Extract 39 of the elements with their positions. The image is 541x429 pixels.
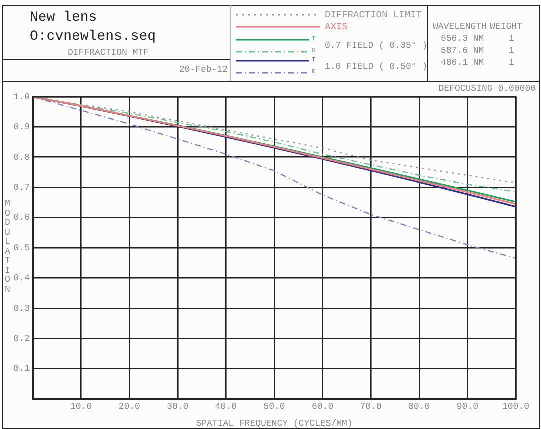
x-tick-label: 50.0 <box>264 402 286 412</box>
x-tick-label: 100.0 <box>502 402 530 412</box>
y-tick-label: 0.9 <box>14 122 30 133</box>
x-tick-label: 10.0 <box>70 402 92 412</box>
y-tick-label: 0.8 <box>14 152 30 163</box>
text: 486.1 NM <box>441 58 484 68</box>
y-tick-label: 0.6 <box>14 213 30 224</box>
y-tick-label: 0.2 <box>14 334 30 344</box>
y-tick-label: 0.4 <box>14 274 30 284</box>
text: AXIS <box>325 22 348 33</box>
text: 0.7 FIELD ( 0.35° ) <box>325 41 428 51</box>
text: 20-Feb-12 <box>179 65 228 75</box>
chart-title: New lens <box>30 10 98 26</box>
x-tick-label: 40.0 <box>215 402 238 412</box>
chart-subtitle: O:cvnewlens.seq <box>30 29 156 45</box>
text: 1.0 FIELD ( 0.50° ) <box>325 62 428 72</box>
y-tick-label: 0.3 <box>14 304 30 314</box>
text: DIFFRACTION MTF <box>68 48 150 58</box>
text: 1 <box>509 58 514 68</box>
x-tick-label: 30.0 <box>167 402 189 412</box>
y-tick-label: 0.1 <box>14 364 30 374</box>
x-tick-label: 80.0 <box>408 402 430 412</box>
x-tick-label: 20.0 <box>118 402 140 412</box>
x-tick-label: 70.0 <box>360 402 382 412</box>
text: 1 <box>509 46 514 56</box>
text: 656.3 NM <box>441 34 484 44</box>
y-tick-label: 0.7 <box>14 182 30 193</box>
text: WEIGHT <box>490 22 522 32</box>
text: DIFFRACTION LIMIT <box>325 10 422 21</box>
text: WAVELENGTH <box>433 22 488 32</box>
text: MODULATION <box>5 199 10 294</box>
x-axis-title: SPATIAL FREQUENCY (CYCLES/MM) <box>196 418 353 429</box>
y-tick-label: 1.0 <box>14 92 30 102</box>
text: 1 <box>509 34 514 44</box>
text: DEFOCUSING 0.00000 <box>438 84 536 94</box>
y-tick-label: 0.5 <box>14 243 30 254</box>
text: 587.6 NM <box>441 46 484 56</box>
x-tick-label: 90.0 <box>456 402 479 412</box>
x-tick-label: 60.0 <box>312 402 334 412</box>
